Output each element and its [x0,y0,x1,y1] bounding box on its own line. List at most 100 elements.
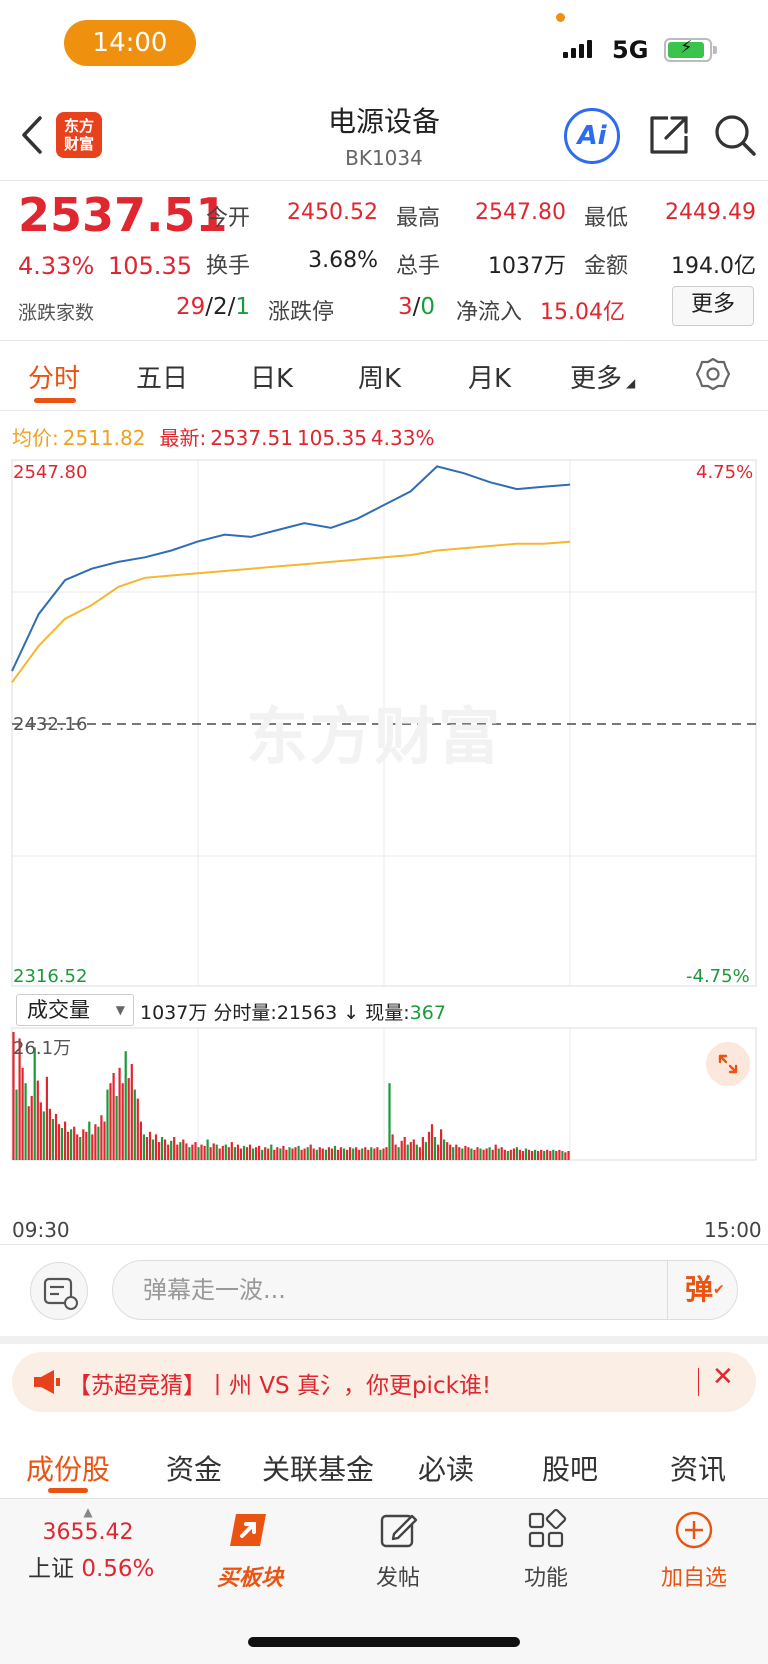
slash: / [412,294,421,320]
tab-constituents[interactable]: 成份股 [26,1453,111,1486]
index-ticker[interactable]: ▲ 3655.42 上证 0.56% [28,1506,154,1583]
volume-bar [327,1147,330,1160]
volume-bar [458,1147,461,1160]
volume-bar [543,1151,546,1160]
index-name: 上证 [28,1556,74,1582]
tab-daily-k[interactable]: 日K [250,364,294,394]
volume-bar [294,1147,297,1160]
limit-down-count: 0 [420,294,436,320]
limit-up-count: 3 [398,294,413,320]
expand-icon [718,1054,738,1074]
volume-bar [482,1149,485,1160]
edit-icon [380,1514,418,1548]
volume-bar [524,1148,528,1160]
volume-bar [197,1147,200,1160]
comment-list-button[interactable] [30,1262,88,1320]
volume-bar [409,1142,412,1160]
volume-bar [151,1139,155,1160]
tab-weekly-k[interactable]: 周K [358,364,402,394]
intraday-chart[interactable] [0,450,768,1170]
volume-bar [282,1145,285,1160]
volume-bar [288,1147,291,1160]
volume-bar [112,1073,115,1160]
app-logo[interactable]: 东方 财富 [56,112,102,158]
danmu-toggle-button[interactable]: 弹✔ [685,1261,725,1319]
close-icon[interactable]: ✕ [712,1362,734,1392]
volume-bar [124,1051,127,1160]
caret-icon: ◢ [626,376,636,390]
volume-bar [154,1134,158,1160]
volume-bar [212,1143,215,1160]
low-label: 最低 [584,206,629,231]
indicator-select[interactable]: 成交量 ▼ [16,994,134,1026]
tab-more[interactable]: 更多 ◢ [570,358,635,395]
post-button[interactable]: 发帖 [338,1508,458,1592]
volume-bar [57,1124,61,1160]
avg-label: 均价: [12,426,59,450]
ai-button[interactable]: Ai [564,108,620,164]
volume-bar [415,1144,418,1160]
add-watchlist-button[interactable]: 加自选 [634,1508,754,1592]
tab-related-funds[interactable]: 关联基金 [262,1453,375,1486]
tab-news[interactable]: 资讯 [670,1453,727,1486]
volume-bar [352,1148,355,1160]
volume-bar [145,1137,148,1160]
y-mid-label: 2432.16 [13,714,88,735]
volume-bar [67,1131,70,1160]
volume-bar [94,1124,97,1160]
volume-bar [321,1148,324,1160]
change-percent: 4.33% [18,252,95,280]
danmu-input[interactable]: 弹幕走一波... 弹✔ [112,1260,738,1320]
volume-bar [391,1134,394,1160]
volume-bar [473,1149,476,1160]
function-button[interactable]: 功能 [486,1508,606,1592]
volume-bar [158,1142,161,1160]
volume-bar [36,1080,39,1160]
volume-bar [127,1078,130,1160]
volume-bar [200,1144,203,1160]
settings-icon[interactable] [695,356,731,392]
search-icon[interactable] [712,112,758,158]
tab-more-label: 更多 [570,364,623,394]
tab-intraday[interactable]: 分时 [28,364,81,394]
tab-forum[interactable]: 股吧 [542,1453,599,1486]
volume-bar [397,1147,400,1160]
volume-bar [343,1148,346,1160]
volume-bar [373,1148,376,1160]
volume-bar [449,1144,452,1160]
volume-bar [376,1147,379,1160]
x-start-label: 09:30 [12,1218,70,1242]
volume-bar [561,1151,564,1160]
tab-five-day[interactable]: 五日 [136,364,189,394]
y-max-label: 2547.80 [13,462,88,483]
latest-label: 最新: [159,426,207,450]
buy-sector-button[interactable]: 买板块 [190,1508,310,1592]
add-watchlist-label: 加自选 [660,1566,727,1591]
volume-bar [336,1149,340,1160]
tab-must-read[interactable]: 必读 [418,1453,475,1486]
promo-banner[interactable]: 【苏超竞猜】丨州 VS 真氵，你更pick谁! ✕ [12,1352,756,1412]
volume-bar [540,1149,543,1160]
volume-bar [549,1151,552,1160]
volume-bars [12,1032,570,1160]
tab-monthly-k[interactable]: 月K [468,364,512,394]
volume-bar [70,1129,73,1160]
more-quote-button[interactable]: 更多 [672,286,754,326]
expand-chart-button[interactable] [706,1042,750,1086]
share-icon[interactable] [646,112,692,158]
volume-bar [188,1147,191,1160]
volume-bar [91,1134,94,1160]
volume-bar [497,1148,500,1160]
post-label: 发帖 [375,1566,420,1591]
volume-bar [164,1139,167,1160]
volume-bar [227,1147,230,1160]
tab-funds[interactable]: 资金 [166,1453,223,1486]
volume-bar [206,1139,209,1160]
volume-bar [179,1142,182,1160]
sector-code: BK1034 [345,146,423,170]
back-icon[interactable] [18,112,46,158]
volume-bar [470,1148,473,1160]
volume-bar [279,1148,282,1160]
volume-bar [233,1147,236,1160]
volume-bar [479,1148,482,1160]
